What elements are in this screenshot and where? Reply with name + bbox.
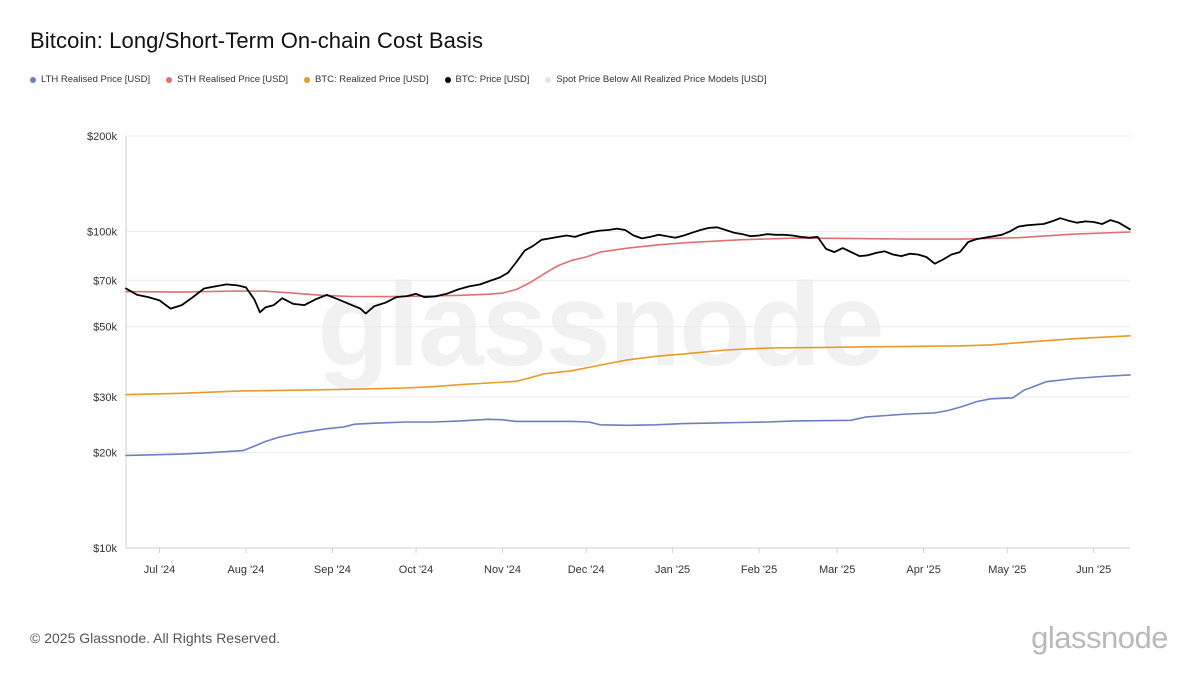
x-axis: Jul '24 Aug '24 Sep '24 Oct '24 Nov '24 Dec '… bbox=[126, 547, 1130, 576]
y-tick-label: $100k bbox=[87, 226, 117, 238]
legend-label-realized: BTC: Realized Price [USD] bbox=[314, 74, 429, 85]
legend-item-sth[interactable]: STH Realised Price [USD] bbox=[166, 74, 288, 85]
x-tick-label: Aug '24 bbox=[227, 564, 264, 576]
legend-item-realized[interactable]: BTC: Realized Price [USD] bbox=[303, 74, 429, 85]
x-tick-label: Mar '25 bbox=[819, 564, 855, 576]
legend-label-price: BTC: Price [USD] bbox=[455, 74, 530, 85]
y-tick-label: $70k bbox=[93, 275, 117, 287]
x-tick-label: Oct '24 bbox=[399, 564, 434, 576]
copyright-text: © 2025 Glassnode. All Rights Reserved. bbox=[30, 630, 281, 646]
legend-swatch-sth bbox=[166, 76, 173, 83]
y-tick-label: $200k bbox=[87, 131, 117, 143]
series-line-realized[interactable] bbox=[125, 335, 1131, 396]
series-line-price[interactable] bbox=[125, 217, 1131, 315]
x-tick-label: Dec '24 bbox=[568, 564, 605, 576]
legend-swatch-realized bbox=[303, 76, 310, 83]
legend-item-lth[interactable]: LTH Realised Price [USD] bbox=[30, 74, 150, 85]
chart-title: Bitcoin: Long/Short-Term On-chain Cost B… bbox=[30, 28, 484, 53]
legend-swatch-lth bbox=[30, 76, 36, 83]
series-layer bbox=[125, 217, 1131, 457]
x-tick-label: Jan '25 bbox=[655, 564, 690, 576]
x-tick-label: Feb '25 bbox=[741, 564, 777, 576]
y-tick-label: $20k bbox=[93, 448, 117, 460]
legend-item-spot-below[interactable]: Spot Price Below All Realized Price Mode… bbox=[545, 74, 767, 85]
legend: LTH Realised Price [USD] STH Realised Pr… bbox=[30, 74, 767, 85]
series-line-sth[interactable] bbox=[125, 231, 1131, 298]
legend-label-spot-below: Spot Price Below All Realized Price Mode… bbox=[556, 74, 767, 85]
legend-label-lth: LTH Realised Price [USD] bbox=[41, 74, 151, 85]
x-tick-label: May '25 bbox=[988, 564, 1026, 576]
x-tick-label: Apr '25 bbox=[906, 564, 941, 576]
series-line-lth[interactable] bbox=[125, 374, 1131, 457]
legend-label-sth: STH Realised Price [USD] bbox=[177, 74, 288, 85]
y-tick-label: $30k bbox=[93, 392, 117, 404]
y-axis: $200k $100k $70k $50k $30k $20k $10k bbox=[87, 131, 127, 555]
x-tick-label: Jun '25 bbox=[1076, 564, 1111, 576]
legend-swatch-spot-below bbox=[545, 76, 552, 83]
glassnode-logo: glassnode bbox=[1031, 620, 1168, 655]
watermark-logo: glassnode bbox=[317, 259, 883, 391]
legend-swatch-price bbox=[444, 76, 451, 83]
x-tick-label: Nov '24 bbox=[484, 564, 521, 576]
legend-item-price[interactable]: BTC: Price [USD] bbox=[444, 74, 530, 85]
x-tick-label: Jul '24 bbox=[144, 564, 175, 576]
y-tick-label: $50k bbox=[93, 322, 117, 334]
x-tick-label: Sep '24 bbox=[314, 564, 351, 576]
y-tick-label: $10k bbox=[93, 543, 117, 555]
